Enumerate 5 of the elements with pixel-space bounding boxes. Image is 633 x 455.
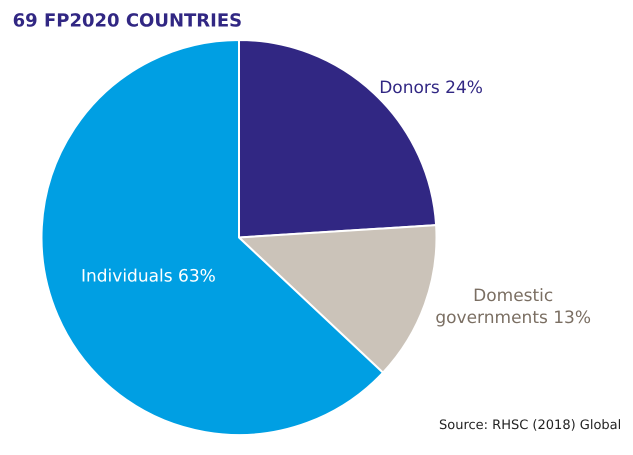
slice-label: Individuals 63% xyxy=(80,266,216,287)
chart-title: 69 FP2020 COUNTRIES xyxy=(12,10,242,32)
slice-label: Donors 24% xyxy=(379,78,483,98)
source-note: Source: RHSC (2018) Global xyxy=(439,418,622,433)
slice-label: Domestic governments 13% xyxy=(435,286,592,328)
